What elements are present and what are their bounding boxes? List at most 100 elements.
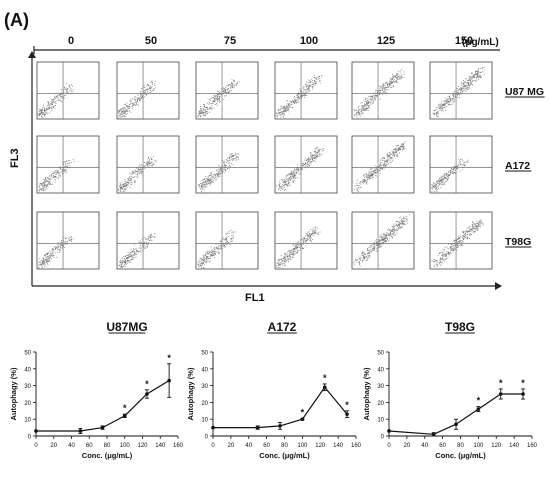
series-line (36, 380, 170, 432)
autophagy-chart: A172 0 10 20 30 40 50 0 20 40 60 80 100 120 140 160 Auto… (186, 320, 362, 460)
flow-axes (28, 51, 502, 290)
x-tick-label: 20 (50, 443, 57, 449)
significance-marker: * (301, 407, 305, 417)
significance-marker: * (167, 353, 171, 363)
significance-marker: * (477, 396, 481, 406)
scatter-events (38, 83, 74, 118)
significance-marker: * (145, 379, 149, 389)
data-point (387, 429, 391, 433)
data-point (122, 414, 127, 418)
x-tick-label: 120 (137, 443, 148, 449)
flow-panel-frame (36, 61, 100, 120)
x-tick-label: 160 (173, 443, 184, 449)
y-tick-label: 10 (24, 418, 31, 424)
y-tick-label: 0 (381, 435, 385, 441)
data-point (300, 417, 305, 422)
x-tick-label: 80 (104, 443, 111, 449)
y-tick-label: 30 (24, 384, 31, 390)
scatter-events (276, 147, 324, 191)
flow-panel-frame (274, 135, 338, 194)
y-tick-label: 10 (377, 418, 384, 424)
flow-panel-frame (195, 135, 259, 194)
scatter-events (353, 69, 405, 117)
series-line (213, 386, 348, 429)
y-axis-label: Autophagy (%) (186, 367, 195, 420)
flow-panel-frame (429, 211, 493, 270)
x-tick-label: 0 (387, 443, 391, 449)
cell-line-label: A172 (505, 160, 530, 172)
concentration-header: 125 (377, 35, 395, 47)
data-point (278, 424, 282, 428)
y-tick-label: 50 (24, 351, 31, 357)
x-tick-label: 100 (473, 443, 484, 449)
flow-panel (36, 135, 100, 194)
y-tick-label: 20 (377, 401, 384, 407)
autophagy-chart: T98G 0 10 20 30 40 50 0 20 40 60 80 100 120 140 160 Auto… (362, 320, 538, 460)
concentration-header: 75 (224, 35, 236, 47)
series-line (388, 393, 524, 435)
y-tick-label: 0 (28, 435, 32, 441)
flow-panel-frame (274, 61, 338, 120)
concentration-header: 100 (300, 35, 318, 47)
fl3-axis-label: FL3 (9, 148, 21, 168)
flow-panel (429, 135, 493, 194)
x-tick-label: 160 (527, 443, 538, 449)
flow-panel (116, 61, 180, 120)
flow-panel (274, 211, 338, 270)
scatter-events (432, 67, 485, 118)
x-tick-label: 140 (155, 443, 166, 449)
data-point (255, 425, 260, 430)
x-tick-label: 80 (457, 443, 464, 449)
data-point (167, 378, 171, 383)
concentration-headers: 0 50 75 100 125 150 (33, 35, 500, 54)
flow-panel (429, 211, 493, 270)
significance-marker: * (323, 373, 327, 383)
x-tick-label: 100 (297, 443, 308, 449)
flow-panel-frame (36, 211, 100, 270)
flow-cytometry-grid (36, 61, 493, 270)
concentration-header: 50 (145, 35, 157, 47)
y-tick-label: 20 (24, 401, 31, 407)
data-point (322, 385, 327, 390)
chart-title: T98G (445, 320, 475, 334)
x-tick-label: 120 (491, 443, 502, 449)
flow-panel (195, 211, 259, 270)
flow-panel-frame (116, 211, 180, 270)
concentration-header: 150 (455, 35, 473, 47)
flow-panel (274, 61, 338, 120)
y-tick-label: 0 (205, 435, 209, 441)
x-axis-label: Conc. (μg/mL) (259, 451, 310, 460)
scatter-events (118, 156, 157, 192)
chart-title: U87MG (106, 320, 147, 334)
scatter-events (353, 214, 410, 267)
cell-line-label: T98G (505, 236, 531, 248)
flow-panel-frame (351, 61, 415, 120)
x-tick-label: 0 (211, 443, 215, 449)
data-point (78, 429, 83, 433)
y-tick-label: 50 (201, 351, 208, 357)
data-point (145, 392, 149, 396)
significance-marker: * (521, 378, 525, 388)
x-tick-label: 100 (120, 443, 131, 449)
x-tick-label: 0 (34, 443, 38, 449)
y-tick-label: 30 (201, 384, 208, 390)
chart-title: A172 (268, 320, 297, 334)
data-point (431, 432, 436, 437)
significance-marker: * (345, 400, 349, 410)
fl3-arrowhead (28, 51, 36, 58)
flow-panel (351, 135, 415, 194)
x-tick-label: 60 (439, 443, 446, 449)
flow-panel (116, 211, 180, 270)
flow-panel (116, 135, 180, 194)
x-tick-label: 160 (351, 443, 362, 449)
scatter-events (353, 141, 406, 192)
flow-panel-frame (116, 135, 180, 194)
x-tick-label: 120 (315, 443, 326, 449)
flow-panel-frame (36, 135, 100, 194)
y-tick-label: 30 (377, 384, 384, 390)
x-tick-label: 60 (86, 443, 93, 449)
flow-panel (36, 211, 100, 270)
x-axis-label: Conc. (μg/mL) (82, 451, 133, 460)
